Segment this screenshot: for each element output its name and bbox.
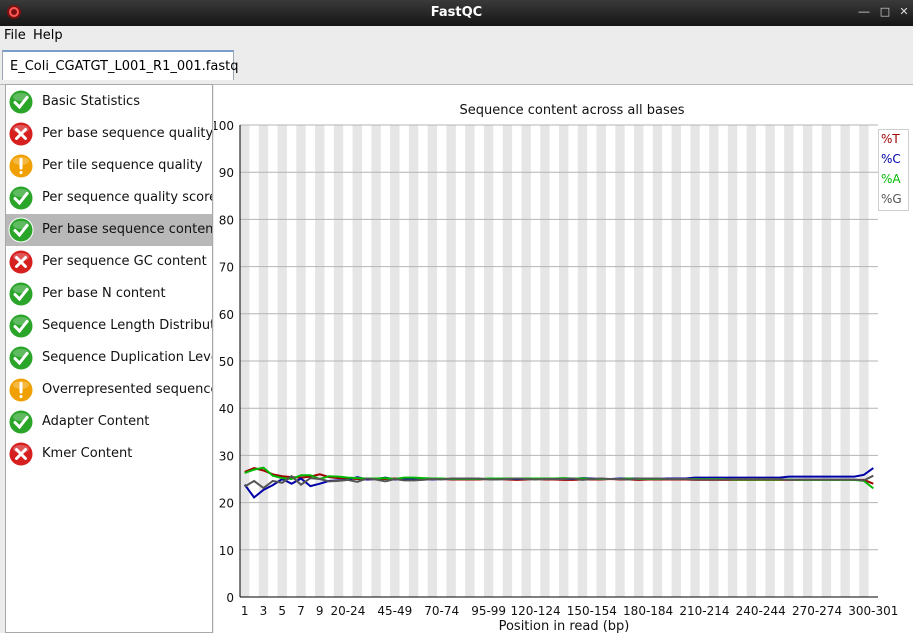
module-label: Per tile sequence quality xyxy=(42,158,203,173)
check-icon xyxy=(8,217,34,243)
x-tick-label: 270-274 xyxy=(792,604,842,618)
cross-icon xyxy=(8,441,34,467)
check-icon xyxy=(8,345,34,371)
legend-g: %G xyxy=(881,192,902,206)
y-tick-label: 30 xyxy=(219,449,234,463)
x-tick-label: 1 xyxy=(241,604,249,618)
legend-t: %T xyxy=(881,132,900,146)
module-label: Kmer Content xyxy=(42,446,133,461)
x-tick-label: 45-49 xyxy=(377,604,412,618)
x-tick-label: 5 xyxy=(278,604,286,618)
module-label: Sequence Duplication Levels xyxy=(42,350,213,365)
menu-help-label: Help xyxy=(33,28,63,43)
cross-icon xyxy=(8,121,34,147)
x-tick-label: 20-24 xyxy=(330,604,365,618)
tab-row: E_Coli_CGATGT_L001_R1_001.fastq xyxy=(0,46,913,85)
legend-a: %A xyxy=(881,172,901,186)
module-item[interactable]: Per sequence GC content xyxy=(6,246,212,278)
x-tick-label: 7 xyxy=(297,604,305,618)
maximize-icon[interactable]: □ xyxy=(879,5,891,18)
module-item[interactable]: Overrepresented sequences xyxy=(6,374,213,406)
check-icon xyxy=(8,313,34,339)
warning-icon xyxy=(8,153,34,179)
y-tick-label: 80 xyxy=(219,213,234,227)
module-label: Per base sequence content xyxy=(42,222,213,237)
minimize-icon[interactable]: ― xyxy=(858,5,870,18)
module-label: Adapter Content xyxy=(42,414,150,429)
warning-icon xyxy=(8,377,34,403)
check-icon xyxy=(8,89,34,115)
module-item[interactable]: Per base N content xyxy=(6,278,212,310)
cross-icon xyxy=(8,249,34,275)
x-tick-label: 240-244 xyxy=(736,604,786,618)
x-tick-label: 300-301 xyxy=(848,604,898,618)
sequence-content-chart: 0 10 20 30 40 50 60 70 80 90 100 1 3 5 7 9 20-24 45-49 70-… xyxy=(214,103,898,633)
module-item[interactable]: Per tile sequence quality xyxy=(6,150,212,182)
x-tick-label: 9 xyxy=(316,604,324,618)
title-bar: FastQC ― □ ✕ xyxy=(0,0,913,26)
x-tick-label: 95-99 xyxy=(471,604,506,618)
module-item[interactable]: Sequence Duplication Levels xyxy=(6,342,213,374)
y-tick-label: 20 xyxy=(219,497,234,511)
x-tick-label: 70-74 xyxy=(424,604,459,618)
chart-panel: 0 10 20 30 40 50 60 70 80 90 100 1 3 5 7 9 20-24 45-49 70-… xyxy=(214,85,913,633)
menu-file-label: File xyxy=(4,28,26,43)
y-tick-label: 10 xyxy=(219,544,234,558)
y-tick-label: 40 xyxy=(219,402,234,416)
module-label: Per base N content xyxy=(42,286,166,301)
y-tick-label: 50 xyxy=(219,355,234,369)
check-icon xyxy=(8,409,34,435)
y-tick-label: 70 xyxy=(219,261,234,275)
chart-legend: %T %C %A %G xyxy=(878,129,909,211)
x-tick-label: 3 xyxy=(260,604,268,618)
fastqc-app-icon xyxy=(7,5,21,19)
tab-label: E_Coli_CGATGT_L001_R1_001.fastq xyxy=(10,59,239,74)
check-icon xyxy=(8,281,34,307)
menu-help[interactable]: Help xyxy=(33,28,63,43)
module-label: Per sequence GC content xyxy=(42,254,207,269)
y-tick-label: 90 xyxy=(219,166,234,180)
close-icon[interactable]: ✕ xyxy=(899,5,909,18)
module-item[interactable]: Adapter Content xyxy=(6,406,212,438)
module-label: Per base sequence quality xyxy=(42,126,213,141)
legend-c: %C xyxy=(881,152,901,166)
module-item[interactable]: Kmer Content xyxy=(6,438,212,470)
x-tick-label: 180-184 xyxy=(623,604,673,618)
module-item[interactable]: Per base sequence content xyxy=(6,214,213,246)
module-label: Per sequence quality scores xyxy=(42,190,213,205)
x-axis-label: Position in read (bp) xyxy=(499,619,630,633)
module-item[interactable]: Per base sequence quality xyxy=(6,118,213,150)
tab-fastq-file[interactable]: E_Coli_CGATGT_L001_R1_001.fastq xyxy=(2,50,238,80)
y-tick-label: 60 xyxy=(219,308,234,322)
module-label: Basic Statistics xyxy=(42,94,140,109)
window-title: FastQC xyxy=(430,5,483,20)
check-icon xyxy=(8,185,34,211)
x-tick-label: 150-154 xyxy=(567,604,617,618)
y-tick-label: 0 xyxy=(226,591,234,605)
chart-title: Sequence content across all bases xyxy=(459,103,684,118)
x-tick-label: 120-124 xyxy=(510,604,560,618)
x-tick-label: 210-214 xyxy=(679,604,729,618)
module-item[interactable]: Sequence Length Distribution xyxy=(6,310,212,342)
module-label: Sequence Length Distribution xyxy=(42,318,212,333)
module-label: Overrepresented sequences xyxy=(42,382,213,397)
series-line-g xyxy=(244,474,874,490)
y-tick-label: 100 xyxy=(214,119,234,133)
module-item[interactable]: Basic Statistics xyxy=(6,86,212,118)
module-item[interactable]: Per sequence quality scores xyxy=(6,182,213,214)
menu-file[interactable]: File xyxy=(4,28,26,43)
menu-bar: File Help xyxy=(0,26,913,46)
module-list: Basic Statistics Per base sequence qualit… xyxy=(5,84,213,633)
